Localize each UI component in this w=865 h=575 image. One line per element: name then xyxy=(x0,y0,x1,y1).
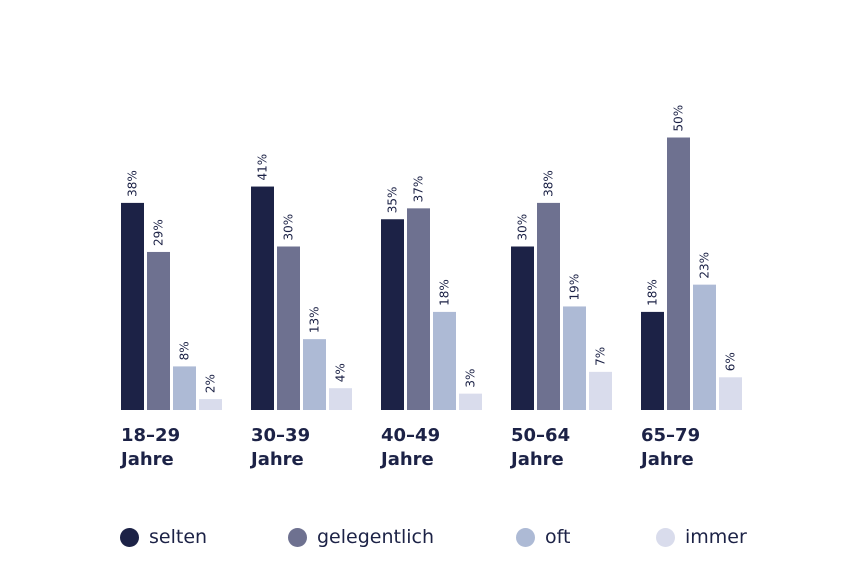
bar-immer-1 xyxy=(329,388,352,410)
value-label-selten-2: 35% xyxy=(386,187,400,214)
value-label-selten-3: 30% xyxy=(516,214,530,241)
legend: selten gelegentlich oft immer xyxy=(120,522,760,552)
value-label-oft-2: 18% xyxy=(438,279,452,306)
category-label-3: 50–64 Jahre xyxy=(511,424,621,472)
value-label-immer-1: 4% xyxy=(334,363,348,382)
category-label-0-line2: Jahre xyxy=(121,449,174,470)
value-label-gelegentlich-1: 30% xyxy=(282,214,296,241)
category-label-0-line1: 18–29 xyxy=(121,425,181,446)
value-label-gelegentlich-2: 37% xyxy=(412,176,426,203)
bar-immer-0 xyxy=(199,399,222,410)
value-label-immer-0: 2% xyxy=(204,374,218,393)
value-label-selten-1: 41% xyxy=(256,154,270,181)
bar-gelegentlich-2 xyxy=(407,208,430,410)
category-label-4: 65–79 Jahre xyxy=(641,424,751,472)
value-label-oft-4: 23% xyxy=(698,252,712,279)
category-label-3-line1: 50–64 xyxy=(511,425,571,446)
value-label-immer-2: 3% xyxy=(464,369,478,388)
bar-oft-2 xyxy=(433,311,456,410)
legend-swatch-oft xyxy=(516,527,535,547)
bar-gelegentlich-4 xyxy=(667,137,690,410)
legend-label-immer: immer xyxy=(685,526,747,548)
bar-gelegentlich-1 xyxy=(277,246,300,410)
legend-swatch-immer xyxy=(656,527,675,547)
category-label-1-line1: 30–39 xyxy=(251,425,311,446)
value-label-immer-3: 7% xyxy=(594,347,608,366)
value-label-oft-0: 8% xyxy=(178,341,192,360)
category-label-4-line1: 65–79 xyxy=(641,425,701,446)
bar-selten-0 xyxy=(121,202,144,410)
legend-swatch-selten xyxy=(120,527,139,547)
legend-label-gelegentlich: gelegentlich xyxy=(317,526,435,548)
legend-swatch-gelegentlich xyxy=(288,527,307,547)
bar-gelegentlich-3 xyxy=(537,202,560,410)
bar-selten-4 xyxy=(641,311,664,410)
category-label-2: 40–49 Jahre xyxy=(381,424,491,472)
bar-selten-3 xyxy=(511,246,534,410)
bar-immer-2 xyxy=(459,393,482,410)
bar-oft-0 xyxy=(173,366,196,410)
legend-item-immer: immer xyxy=(656,522,747,552)
value-label-gelegentlich-4: 50% xyxy=(672,105,686,132)
category-label-1: 30–39 Jahre xyxy=(251,424,361,472)
value-label-oft-3: 19% xyxy=(568,274,582,301)
legend-item-gelegentlich: gelegentlich xyxy=(288,522,434,552)
bar-selten-2 xyxy=(381,219,404,410)
bar-oft-3 xyxy=(563,306,586,410)
category-label-2-line1: 40–49 xyxy=(381,425,441,446)
legend-item-oft: oft xyxy=(516,522,570,552)
category-label-3-line2: Jahre xyxy=(511,449,564,470)
bar-immer-3 xyxy=(589,371,612,410)
category-label-4-line2: Jahre xyxy=(641,449,694,470)
value-label-immer-4: 6% xyxy=(724,352,738,371)
legend-label-selten: selten xyxy=(149,526,208,548)
category-label-1-line2: Jahre xyxy=(251,449,304,470)
value-label-selten-4: 18% xyxy=(646,279,660,306)
value-label-gelegentlich-0: 29% xyxy=(152,219,166,246)
bar-gelegentlich-0 xyxy=(147,251,170,410)
bar-selten-1 xyxy=(251,186,274,410)
bar-oft-4 xyxy=(693,284,716,410)
value-label-oft-1: 13% xyxy=(308,306,322,333)
value-label-gelegentlich-3: 38% xyxy=(542,170,556,197)
category-label-2-line2: Jahre xyxy=(381,449,434,470)
value-label-selten-0: 38% xyxy=(126,170,140,197)
legend-label-oft: oft xyxy=(545,526,571,548)
legend-item-selten: selten xyxy=(120,522,207,552)
bar-oft-1 xyxy=(303,339,326,410)
category-label-0: 18–29 Jahre xyxy=(121,424,231,472)
bar-immer-4 xyxy=(719,377,742,410)
